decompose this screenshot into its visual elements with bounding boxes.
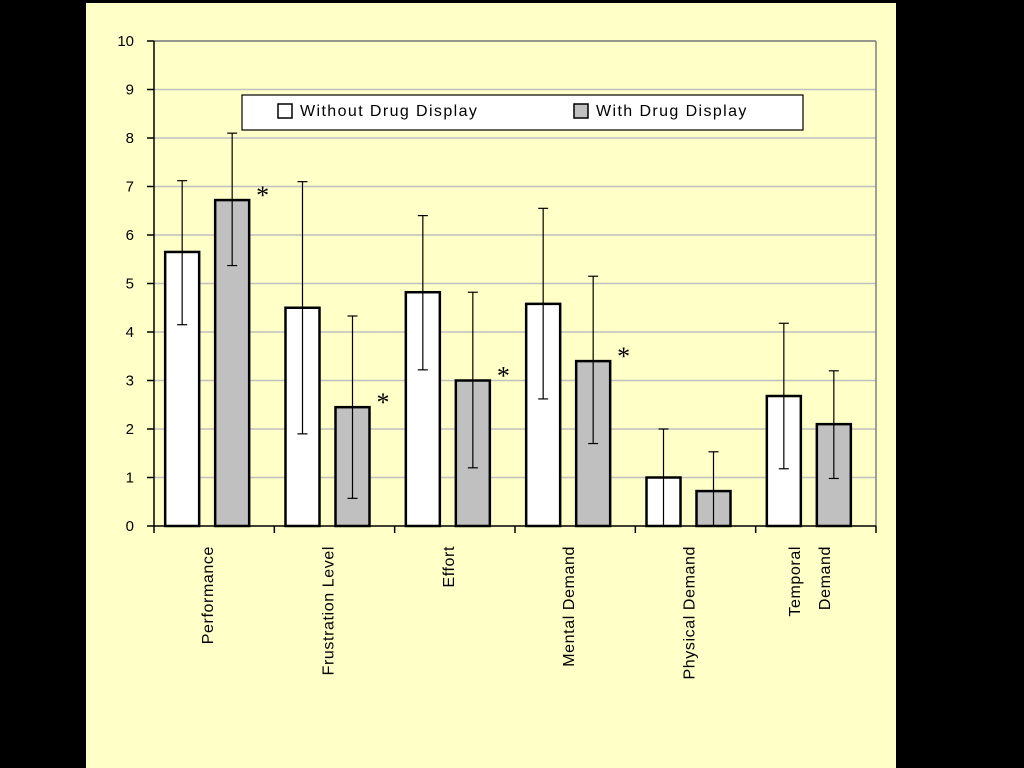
- y-tick-label: 9: [126, 82, 134, 99]
- x-category-label: Mental Demand: [561, 546, 578, 667]
- significance-marker: *: [497, 362, 510, 391]
- x-category-label: Physical Demand: [682, 546, 699, 680]
- legend-swatch: [573, 103, 589, 119]
- bar-chart: 0 1 2 3 4 5 6 7 8 9 10 Performance Frustration Level…: [117, 33, 877, 680]
- x-category-label: Frustration Level: [321, 546, 338, 675]
- legend-swatch: [277, 103, 293, 119]
- y-tick-label: 3: [126, 373, 134, 390]
- y-tick-label: 5: [126, 276, 134, 293]
- significance-marker: *: [617, 342, 630, 371]
- y-tick-label: 10: [117, 33, 134, 50]
- y-tick-label: 4: [126, 324, 134, 341]
- x-category-label: Temporal: [787, 546, 804, 617]
- y-tick-label: 8: [126, 130, 134, 147]
- legend-label: With Drug Display: [596, 103, 748, 120]
- significance-marker: *: [256, 181, 269, 210]
- y-tick-label: 2: [126, 421, 134, 438]
- legend-label: Without Drug Display: [300, 103, 478, 120]
- legend-box: [241, 94, 804, 131]
- y-tick-label: 7: [126, 179, 134, 196]
- y-tick-label: 1: [126, 470, 134, 487]
- chart-panel: 0 1 2 3 4 5 6 7 8 9 10 Performance Frustration Level…: [86, 3, 896, 768]
- x-category-label: Effort: [441, 546, 458, 588]
- x-category-label: Demand: [817, 546, 834, 610]
- x-category-label: Performance: [200, 546, 217, 644]
- significance-marker: *: [377, 388, 390, 417]
- y-tick-label: 6: [126, 227, 134, 244]
- y-tick-label: 0: [126, 518, 134, 535]
